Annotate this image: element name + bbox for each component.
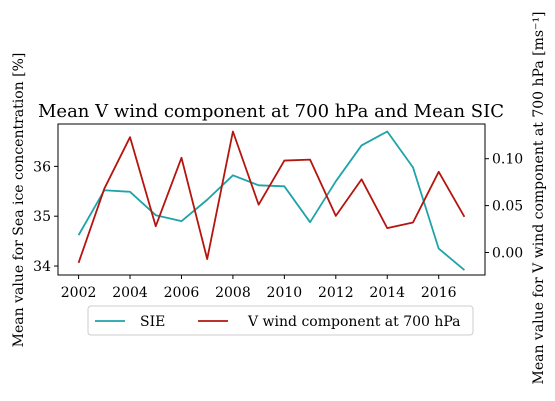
y-left-tick-label: 36 (33, 159, 51, 175)
y-right-tick-label: 0.10 (492, 152, 523, 168)
x-tick-label: 2012 (318, 285, 354, 301)
x-tick-label: 2002 (61, 285, 97, 301)
y-left-tick-label: 34 (33, 259, 51, 275)
y-axis-left-label: Mean value for Sea ice concentration [%] (11, 53, 27, 348)
plot-frame (57, 123, 486, 276)
y-axis-left: 34 35 36 (33, 159, 58, 275)
y-axis-right: 0.00 0.05 0.10 (485, 152, 523, 261)
x-tick-label: 2004 (112, 285, 148, 301)
legend-frame (87, 305, 474, 336)
series-line-v-wind (77, 130, 466, 264)
legend: SIE V wind component at 700 hPa (87, 305, 474, 336)
series-layer (77, 130, 466, 271)
legend-label-v-wind: V wind component at 700 hPa (247, 314, 461, 330)
y-right-tick-label: 0.00 (492, 245, 523, 261)
x-tick-label: 2014 (369, 285, 405, 301)
series-line-sie (77, 130, 465, 271)
y-left-tick-label: 35 (33, 209, 51, 225)
chart-title: Mean V wind component at 700 hPa and Mea… (38, 101, 504, 122)
x-tick-label: 2010 (267, 285, 303, 301)
x-tick-label: 2008 (215, 285, 251, 301)
x-tick-label: 2016 (421, 285, 457, 301)
y-right-tick-label: 0.05 (492, 199, 523, 215)
y-axis-right-label: Mean value for V wind component at 700 h… (531, 11, 547, 384)
x-tick-label: 2006 (164, 285, 200, 301)
x-axis: 2002 2004 2006 2008 2010 2012 2014 2016 (61, 275, 457, 301)
legend-label-sie: SIE (140, 314, 165, 330)
